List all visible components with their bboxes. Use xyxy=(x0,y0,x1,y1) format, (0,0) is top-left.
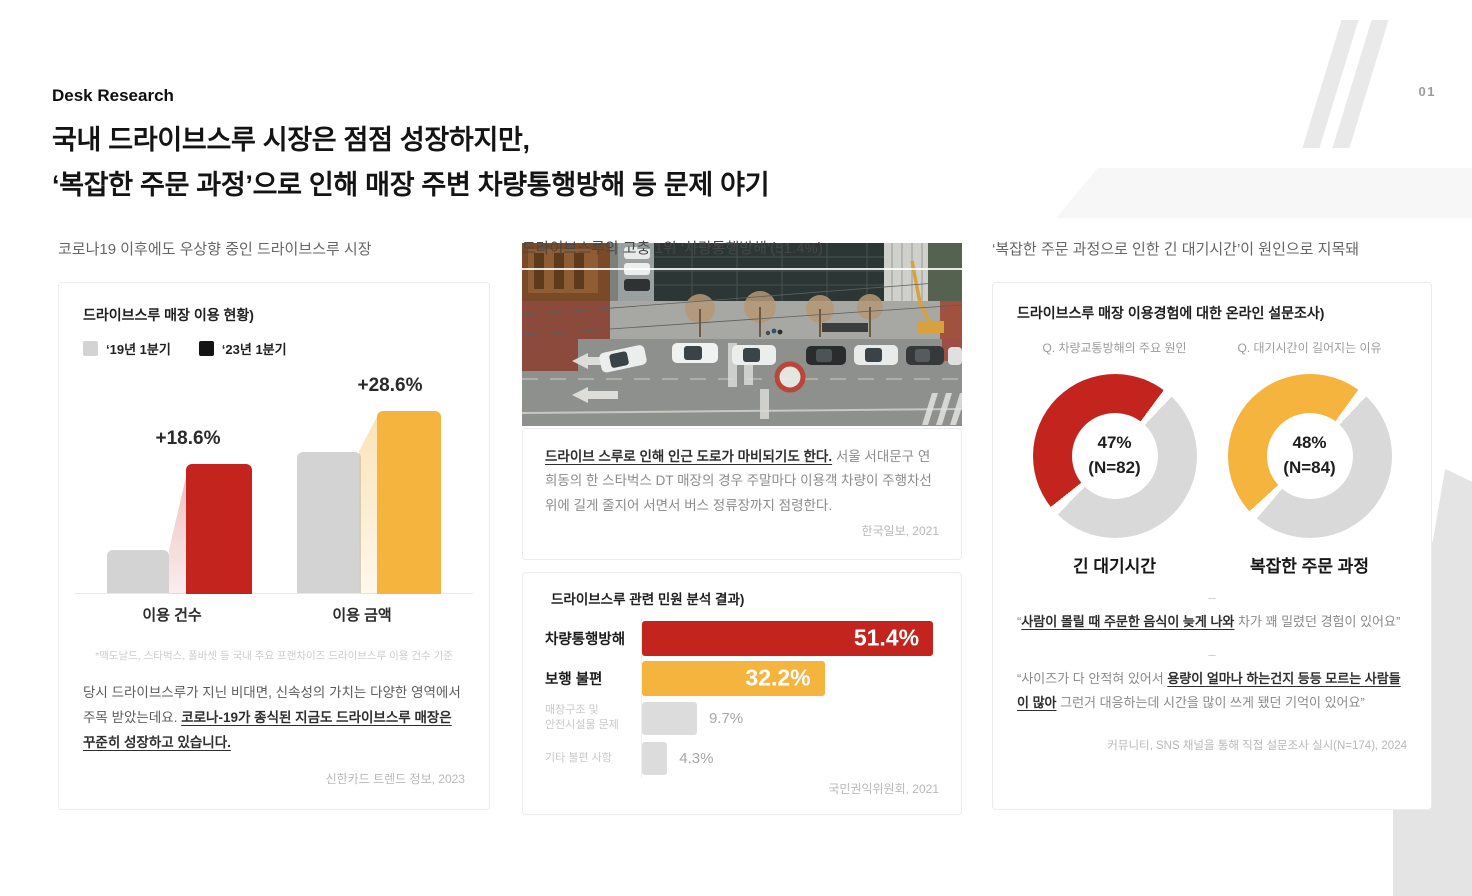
page-number: 01 xyxy=(1418,84,1436,99)
complaint-label-structure-line2: 안전시설물 문제 xyxy=(545,719,619,731)
street-aerial-photo xyxy=(522,243,962,426)
usage-paragraph-normal: 당시 드라이브스루가 지닌 비대면, 신속성의 가치는 다양한 영역에서 주목 … xyxy=(83,685,461,725)
quote1-bold: 사람이 몰릴 때 주문한 음식이 늦게 나와 xyxy=(1021,614,1235,629)
slide-title-line1: 국내 드라이브스루 시장은 점점 성장하지만, xyxy=(52,125,530,155)
growth-label-count: +18.6% xyxy=(155,428,221,449)
bar-etc xyxy=(642,741,668,775)
donut-complex-order-value: 48% xyxy=(1292,433,1327,453)
complaint-row-structure: 매장구조 및 안전시설물 문제 9.7% xyxy=(545,698,939,738)
chart-legend: ‘19년 1분기 ‘23년 1분기 xyxy=(83,339,465,358)
article-bold: 드라이브 스루로 인해 인근 도로가 마비되기도 한다. xyxy=(545,449,833,464)
complaints-source: 국민권익위원회, 2021 xyxy=(828,782,939,796)
bar-structure-issue xyxy=(642,701,697,735)
article-source: 한국일보, 2021 xyxy=(861,523,939,538)
grouped-bar-chart: +18.6% +28.6% xyxy=(75,375,473,594)
quote1-open: “ xyxy=(1017,614,1022,629)
legend-label-2023: ‘23년 1분기 xyxy=(221,342,287,357)
bar-vehicle-obstruction: 51.4% xyxy=(642,620,934,656)
donut-long-wait: 47% (N=82) xyxy=(1032,374,1197,538)
legend-swatch-black xyxy=(198,341,214,356)
eyebrow-label: Desk Research xyxy=(52,86,174,105)
question-wait-reason: Q. 대기시간이 길어지는 이유 xyxy=(1237,341,1382,355)
bar-value-structure: 9.7% xyxy=(708,709,744,727)
bar-track-1: 51.4% xyxy=(641,618,939,658)
decorative-band xyxy=(1056,168,1472,218)
article-text: 드라이브 스루로 인해 인근 도로가 마비되기도 한다. 서울 서대문구 연희동… xyxy=(545,445,939,518)
growth-label-amount: +28.6% xyxy=(357,375,423,396)
survey-questions: Q. 차량교통방해의 주요 원인 Q. 대기시간이 길어지는 이유 xyxy=(1017,339,1407,356)
survey-source: 커뮤니티, SNS 채널을 통해 직접 설문조사 실시(N=174), 2024 xyxy=(1107,740,1407,753)
usage-paragraph: 당시 드라이브스루가 지닌 비대면, 신속성의 가치는 다양한 영역에서 주목 … xyxy=(83,681,465,756)
donut-label-long-wait: 긴 대기시간 xyxy=(1073,557,1156,576)
complaint-row-etc: 기타 불편 사항 4.3% xyxy=(545,738,939,778)
complaint-label-structure: 매장구조 및 안전시설물 문제 xyxy=(545,703,641,733)
quote2-rest: 그런거 대응하는데 시간을 많이 쓰게 됐던 기억이 있어요” xyxy=(1056,695,1365,711)
donut-long-wait-value: 47% xyxy=(1097,433,1132,453)
complaint-row-vehicle: 차량통행방해 51.4% xyxy=(545,618,939,658)
bar-count-2023 xyxy=(186,464,252,594)
category-label-count: 이용 건수 xyxy=(142,607,202,624)
growth-connector-yellow xyxy=(359,411,380,594)
survey-card-title: 드라이브스루 매장 이용경험에 대한 온라인 설문조사) xyxy=(1017,305,1325,321)
bar-amount-2019 xyxy=(297,452,361,594)
legend-swatch-gray xyxy=(83,341,98,356)
donut-complex-order-center: 48% (N=84) xyxy=(1266,413,1353,499)
slide-title: 국내 드라이브스루 시장은 점점 성장하지만, ‘복잡한 주문 과정’으로 인해… xyxy=(52,118,770,207)
legend-item-2023: ‘23년 1분기 xyxy=(198,339,287,358)
street-photo-illustration xyxy=(522,243,962,426)
complaints-chart-card: 드라이브스루 관련 민원 분석 결과) 차량통행방해 51.4% 보행 불편 3… xyxy=(522,572,962,815)
quote-divider-2: – xyxy=(1208,647,1216,663)
complaint-label-etc: 기타 불편 사항 xyxy=(545,751,612,764)
bar-value-etc: 4.3% xyxy=(679,749,714,767)
bar-track-3: 9.7% xyxy=(641,698,939,738)
quote1-rest: 차가 꽤 밀렸던 경험이 있어요” xyxy=(1234,614,1401,629)
question-wait-cause: Q. 차량교통방해의 주요 원인 xyxy=(1042,341,1187,355)
survey-quote-1: “사람이 몰릴 때 주문한 음식이 늦게 나와 차가 꽤 밀렸던 경험이 있어요… xyxy=(1017,610,1407,634)
donut-long-wait-n: (N=82) xyxy=(1088,458,1141,477)
category-label-amount: 이용 금액 xyxy=(332,607,392,624)
left-section-heading: 코로나19 이후에도 우상향 중인 드라이브스루 시장 xyxy=(58,241,372,258)
article-rest: 서울 서대문구 연희동의 한 스타벅스 DT 매장의 경우 주말마다 이용객 차… xyxy=(545,449,932,513)
news-article-card: 드라이브 스루로 인해 인근 도로가 마비되기도 한다. 서울 서대문구 연희동… xyxy=(522,428,962,560)
bar-category-labels: 이용 건수 이용 금액 xyxy=(83,604,465,626)
quote2-bold: 용량이 얼마나 하는건지 등등 모르는 사람들이 많아 xyxy=(1017,671,1401,711)
bar-track-4: 4.3% xyxy=(641,738,939,778)
usage-trend-card: 드라이브스루 매장 이용 현황) ‘19년 1분기 ‘23년 1분기 +18.6… xyxy=(58,282,490,810)
chart-footnote: *맥도날드, 스타벅스, 폴바셋 등 국내 주요 프랜차이즈 드라이브스루 이용… xyxy=(95,650,453,662)
complaint-row-pedestrian: 보행 불편 32.2% xyxy=(545,658,939,698)
complaint-label-structure-line1: 매장구조 및 xyxy=(545,704,599,717)
donut-complex-order-n: (N=84) xyxy=(1283,458,1336,477)
donut-long-wait-center: 47% (N=82) xyxy=(1071,413,1158,499)
middle-section-heading: 드라이브스루의 고충 1위 ‘차량통행방해’(51.4%) xyxy=(522,240,823,257)
usage-paragraph-bold: 코로나-19가 종식된 지금도 드라이브스루 매장은 꾸준히 성장하고 있습니다… xyxy=(83,709,452,750)
donut-complex-order: 48% (N=84) xyxy=(1227,374,1392,538)
donut-labels: 긴 대기시간 복잡한 주문 과정 xyxy=(1017,552,1407,577)
photo-overlay-line xyxy=(522,268,962,270)
donut-label-complex-order: 복잡한 주문 과정 xyxy=(1250,557,1369,576)
quote-divider-1: – xyxy=(1208,590,1216,605)
survey-quote-2: “사이즈가 다 안적혀 있어서 용량이 얼마나 하는건지 등등 모르는 사람들이… xyxy=(1017,667,1407,715)
survey-card: 드라이브스루 매장 이용경험에 대한 온라인 설문조사) Q. 차량교통방해의 … xyxy=(992,282,1432,810)
complaint-label-pedestrian: 보행 불편 xyxy=(545,671,603,688)
chart-baseline xyxy=(75,593,473,594)
usage-card-title: 드라이브스루 매장 이용 현황) xyxy=(83,307,254,323)
quote2-open: “사이즈가 다 안적혀 있어서 xyxy=(1017,671,1168,687)
legend-label-2019: ‘19년 1분기 xyxy=(106,342,171,357)
complaints-chart-title: 드라이브스루 관련 민원 분석 결과) xyxy=(551,592,745,607)
bar-count-2019 xyxy=(107,550,169,594)
bar-track-2: 32.2% xyxy=(641,658,939,698)
right-section-heading: ‘복잡한 주문 과정으로 인한 긴 대기시간’이 원인으로 지목돼 xyxy=(992,241,1360,258)
donut-charts: 47% (N=82) 48% (N=84) xyxy=(1017,374,1407,538)
bar-value-vehicle: 51.4% xyxy=(853,624,920,651)
complaints-bar-chart: 차량통행방해 51.4% 보행 불편 32.2% 매장구조 및 xyxy=(545,618,939,778)
bar-value-pedestrian: 32.2% xyxy=(745,664,811,691)
usage-source: 신한카드 트렌드 정보, 2023 xyxy=(325,771,465,786)
complaint-label-vehicle: 차량통행방해 xyxy=(545,631,626,648)
legend-item-2019: ‘19년 1분기 xyxy=(83,339,171,358)
bar-pedestrian-inconvenience: 32.2% xyxy=(642,660,825,696)
slide-title-line2: ‘복잡한 주문 과정’으로 인해 매장 주변 차량통행방해 등 문제 야기 xyxy=(52,169,770,200)
bar-amount-2023 xyxy=(377,411,441,594)
